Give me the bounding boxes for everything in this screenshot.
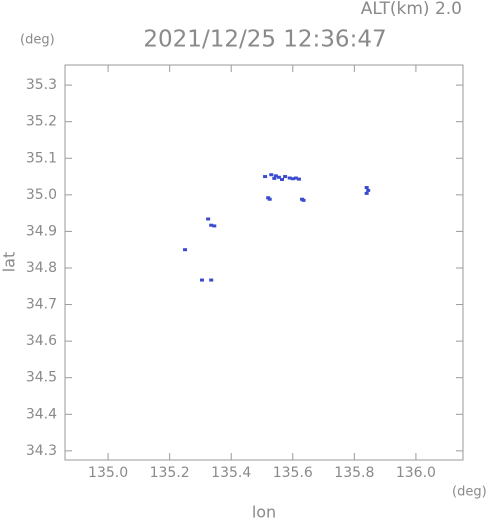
y-tick-label: 34.8: [26, 260, 57, 276]
y-tick-label: 35.2: [26, 114, 57, 130]
x-axis-label: lon: [252, 503, 276, 522]
echo-point: [301, 198, 306, 202]
chart-title: 2021/12/25 12:36:47: [143, 27, 386, 53]
echo-point: [364, 191, 369, 195]
y-unit: (deg): [20, 33, 55, 48]
echo-point: [290, 177, 295, 181]
y-tick-label: 34.4: [26, 406, 57, 422]
echo-point: [267, 197, 272, 201]
echo-point: [199, 278, 204, 282]
echo-point: [269, 173, 274, 177]
y-tick-label: 34.5: [26, 370, 57, 386]
echo-point: [209, 223, 214, 227]
y-axis-label: lat: [0, 252, 19, 273]
x-tick-label: 136.0: [396, 465, 436, 481]
x-tick-label: 135.8: [334, 465, 374, 481]
echo-point: [272, 176, 277, 180]
x-tick-label: 135.4: [211, 465, 251, 481]
y-tick-label: 35.0: [26, 187, 57, 203]
echo-point: [287, 176, 292, 180]
y-tick-label: 35.3: [26, 77, 57, 93]
plot-frame: [64, 64, 464, 461]
y-tick-label: 35.1: [26, 150, 57, 166]
y-tick-label: 34.9: [26, 223, 57, 239]
echo-point: [296, 177, 301, 181]
echo-point: [206, 217, 211, 221]
altitude-label: ALT(km) 2.0: [361, 0, 462, 19]
x-unit: (deg): [452, 485, 487, 500]
echo-point: [212, 224, 217, 228]
echo-point: [183, 248, 188, 252]
echo-point: [283, 175, 288, 179]
y-tick-label: 34.6: [26, 333, 57, 349]
echo-point: [273, 174, 278, 178]
echo-point: [293, 176, 298, 180]
x-tick-label: 135.2: [150, 465, 190, 481]
echo-point: [263, 175, 268, 179]
y-tick-label: 34.7: [26, 297, 57, 313]
echo-point: [209, 278, 214, 282]
x-tick-label: 135.0: [88, 465, 128, 481]
echo-point: [366, 188, 371, 192]
echo-point: [280, 177, 285, 181]
echo-point: [276, 175, 281, 179]
y-tick-label: 34.3: [26, 443, 57, 459]
x-tick-label: 135.6: [273, 465, 313, 481]
echo-point: [364, 186, 369, 190]
